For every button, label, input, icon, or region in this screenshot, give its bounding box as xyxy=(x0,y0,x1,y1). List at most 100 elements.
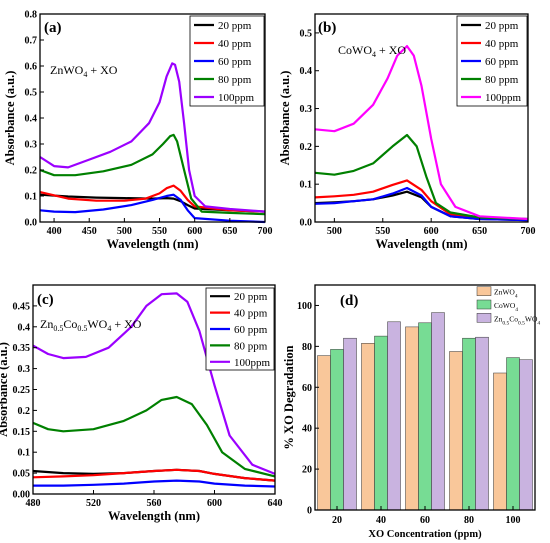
y-tick-label: 0.2 xyxy=(18,406,31,417)
y-tick-label: 0.4 xyxy=(25,114,38,125)
x-tick-label: 560 xyxy=(147,498,162,509)
series-line-80ppm xyxy=(32,395,276,478)
x-tick-label: 80 xyxy=(464,515,474,526)
legend-label: 60 ppm xyxy=(234,324,268,336)
y-axis-label: Absorbance (a.u.) xyxy=(3,71,17,166)
series-line-100ppm xyxy=(32,292,276,475)
legend-label: 100ppm xyxy=(218,92,255,104)
x-tick-label: 650 xyxy=(472,226,487,237)
bar-60-1 xyxy=(418,322,432,511)
series-line-40ppm xyxy=(314,179,529,222)
chart-panel-3: 480 520 560 600 640 0.00 0.05 0.1 0.15 0.2 0.25 0.3… xyxy=(0,284,283,523)
chart-panel-4: 20 40 60 80 100 0 20 40 60 80 100 XO Concentration … xyxy=(282,284,540,540)
y-tick-label: 0.0 xyxy=(25,218,38,229)
y-tick-label: 0.2 xyxy=(300,142,313,153)
bar-40-0 xyxy=(361,343,375,511)
legend-label: 20 ppm xyxy=(485,20,519,32)
legend-label: 80 ppm xyxy=(485,74,519,86)
x-tick-label: 500 xyxy=(117,226,132,237)
x-tick-label: 600 xyxy=(424,226,439,237)
legend: 20 ppm 40 ppm 60 ppm 80 ppm 100ppm xyxy=(456,15,528,107)
y-tick-label: 0.1 xyxy=(18,448,31,459)
panel-tag: (d) xyxy=(340,293,358,309)
bar-40-2 xyxy=(387,321,401,511)
x-axis-label: XO Concentration (ppm) xyxy=(368,529,482,540)
x-tick-label: 480 xyxy=(26,498,41,509)
x-axis-label: Wavelength (nm) xyxy=(108,509,200,523)
bar-100-2 xyxy=(519,359,533,511)
legend-label: CoWO4 xyxy=(494,301,518,313)
x-axis-label: Wavelength (nm) xyxy=(375,237,467,251)
y-tick-label: 0.25 xyxy=(13,385,31,396)
series-line-60ppm xyxy=(314,186,529,222)
legend-swatch xyxy=(476,286,492,296)
y-tick-label: 60 xyxy=(302,383,312,394)
y-tick-label: 80 xyxy=(302,342,312,353)
y-tick-label: 0.3 xyxy=(25,140,38,151)
sample-label: Zn0.5Co0.5WO4 + XO xyxy=(40,317,142,333)
y-tick-label: 0.1 xyxy=(300,180,313,191)
y-tick-label: 0.1 xyxy=(25,192,38,203)
y-tick-label: 0.3 xyxy=(300,104,313,115)
x-tick-label: 600 xyxy=(187,226,202,237)
series-line-100ppm xyxy=(39,62,266,213)
y-tick-label: 0.15 xyxy=(13,427,31,438)
series-line-80ppm xyxy=(39,133,266,216)
y-tick-label: 0.3 xyxy=(18,364,31,375)
bar-100-0 xyxy=(493,372,507,511)
x-tick-label: 20 xyxy=(332,515,342,526)
x-tick-label: 600 xyxy=(207,498,222,509)
bar-40-1 xyxy=(374,335,388,511)
y-tick-label: 0.05 xyxy=(13,469,31,480)
y-tick-label: 0.2 xyxy=(25,166,38,177)
legend-swatch xyxy=(476,313,492,323)
series-line-60ppm xyxy=(33,479,276,488)
x-tick-label: 550 xyxy=(152,226,167,237)
legend-label: 60 ppm xyxy=(485,56,519,68)
bar-80-2 xyxy=(475,336,489,511)
x-tick-label: 650 xyxy=(222,226,237,237)
legend-label: 100ppm xyxy=(234,357,271,369)
y-axis-label: Absorbance (a.u.) xyxy=(278,71,292,166)
legend-swatch xyxy=(476,299,492,310)
plot-frame xyxy=(314,13,529,223)
panel-tag: (c) xyxy=(37,292,54,308)
y-tick-label: 0.5 xyxy=(300,28,313,39)
x-tick-label: 60 xyxy=(420,515,430,526)
legend-label: 40 ppm xyxy=(218,38,252,50)
legend-label: 20 ppm xyxy=(218,20,252,32)
y-axis-label: % XO Degradation xyxy=(282,345,296,449)
legend-label: 40 ppm xyxy=(234,308,268,320)
legend: 20 ppm 40 ppm 60 ppm 80 ppm 100ppm xyxy=(205,287,275,371)
bar-60-0 xyxy=(405,326,419,511)
y-tick-label: 0.35 xyxy=(13,343,31,354)
x-tick-label: 700 xyxy=(258,226,273,237)
series-line-40ppm xyxy=(39,184,266,213)
x-tick-label: 400 xyxy=(47,226,62,237)
y-tick-label: 0.6 xyxy=(25,62,38,73)
bar-60-2 xyxy=(431,312,445,511)
y-axis-label: Absorbance (a.u.) xyxy=(0,342,10,437)
legend-label: 20 ppm xyxy=(234,291,268,303)
legend-label: Zn0.5Co0.5WO4 xyxy=(494,314,540,326)
legend-label: 40 ppm xyxy=(485,38,519,50)
series-line-100ppm xyxy=(314,45,529,221)
x-tick-label: 550 xyxy=(375,226,390,237)
legend-label: 60 ppm xyxy=(218,56,252,68)
y-tick-label: 100 xyxy=(297,301,312,312)
chart-panel-1: 400 450 500 550 600 650 700 0.0 0.1 0.2 0.3 0.4 0.5 0… xyxy=(3,10,273,252)
y-tick-label: 0.7 xyxy=(25,36,38,47)
series-line-40ppm xyxy=(32,468,276,482)
series-line-80ppm xyxy=(314,133,529,221)
sample-label: CoWO4 + XO xyxy=(338,43,406,59)
y-tick-label: 40 xyxy=(302,424,312,435)
x-tick-label: 700 xyxy=(521,226,536,237)
x-tick-label: 100 xyxy=(506,515,521,526)
x-tick-label: 40 xyxy=(376,515,386,526)
bar-80-1 xyxy=(462,337,476,511)
y-tick-label: 0 xyxy=(307,506,312,517)
legend-label: ZnWO4 xyxy=(494,288,518,300)
chart-panel-2: 500 550 600 650 700 0.0 0.1 0.2 0.3 0.4 0.5 Wavelen… xyxy=(278,13,536,251)
y-tick-label: 0.4 xyxy=(300,66,313,77)
x-tick-label: 520 xyxy=(86,498,101,509)
